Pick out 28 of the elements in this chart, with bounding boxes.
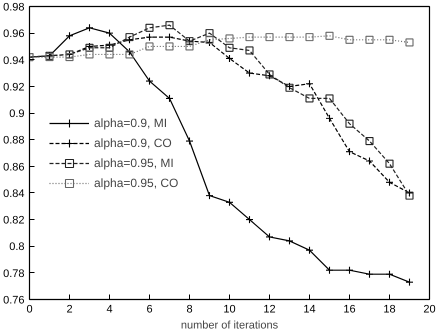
x-tick-label: 8	[186, 304, 193, 316]
x-tick-label: 12	[263, 304, 276, 316]
y-tick-label: 0.86	[3, 161, 25, 174]
y-tick-label: 0.98	[3, 2, 25, 14]
x-tick-label: 0	[26, 304, 33, 316]
y-tick-label: 0.84	[3, 188, 25, 200]
x-tick-label: 16	[343, 304, 356, 316]
x-tick-label: 14	[303, 304, 316, 316]
x-tick-label: 2	[66, 304, 73, 316]
x-axis-title: number of iterations	[180, 320, 279, 332]
legend-label: alpha=0.95, CO	[94, 176, 178, 190]
y-tick-label: 0.76	[3, 294, 25, 306]
x-tick-label: 18	[383, 304, 396, 316]
y-tick-label: 0.88	[3, 134, 25, 147]
y-tick-label: 0.96	[3, 28, 25, 40]
x-tick-label: 6	[146, 304, 153, 316]
legend-label: alpha=0.95, MI	[94, 156, 174, 170]
x-tick-label: 10	[223, 304, 236, 316]
y-tick-label: 0.9	[9, 108, 25, 120]
x-tick-label: 4	[106, 304, 113, 316]
y-tick-label: 0.92	[3, 81, 25, 94]
legend-label: alpha=0.9, MI	[94, 116, 168, 130]
y-tick-label: 0.8	[9, 241, 25, 254]
y-tick-label: 0.78	[3, 268, 25, 280]
y-tick-label: 0.82	[3, 214, 25, 227]
x-tick-label: 20	[423, 304, 436, 316]
y-tick-label: 0.94	[3, 54, 25, 67]
legend-label: alpha=0.9, CO	[94, 136, 172, 150]
